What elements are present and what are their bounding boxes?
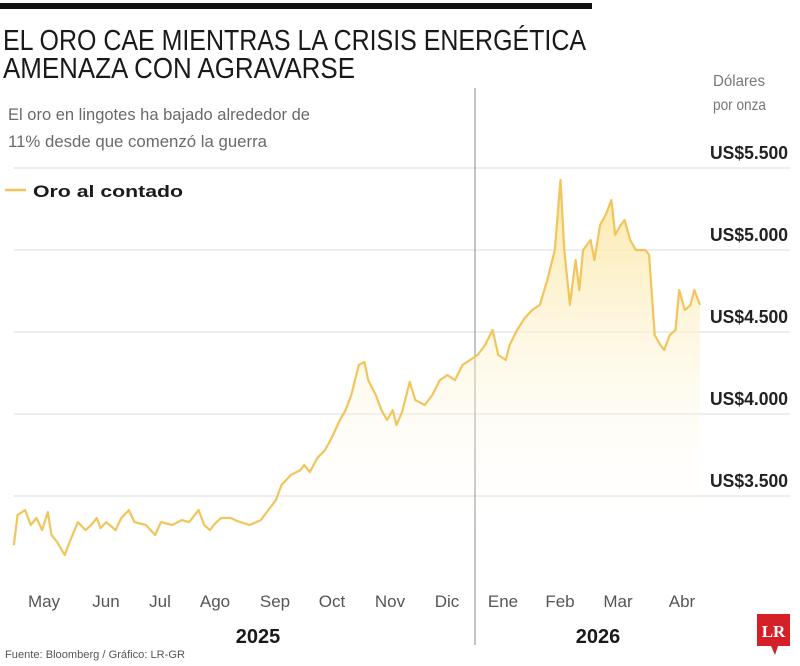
data-points — [13, 179, 701, 556]
x-tick-label: Ene — [488, 592, 518, 611]
x-tick-label: Ago — [200, 592, 230, 611]
x-tick-label: Dic — [435, 592, 460, 611]
year-label-2026: 2026 — [576, 626, 621, 648]
y-tick-label: US$5.500 — [710, 143, 788, 163]
x-tick-label: Mar — [603, 592, 633, 611]
legend: Oro al contado — [5, 182, 183, 201]
y-tick-label: US$3.500 — [710, 471, 788, 491]
y-tick-label: US$4.500 — [710, 307, 788, 327]
y-tick-label: US$4.000 — [710, 389, 788, 409]
lr-logo: LR — [757, 614, 790, 655]
x-tick-label: Jul — [149, 592, 171, 611]
source-note: Fuente: Bloomberg / Gráfico: LR-GR — [5, 649, 185, 661]
y-axis-labels: US$5.500 US$5.000 US$4.500 US$4.000 US$3.500 — [710, 143, 788, 491]
x-tick-label: Jun — [92, 592, 119, 611]
chart-title-line2: AMENAZA CON AGRAVARSE — [3, 53, 355, 85]
subtitle-line2: 11% desde que comenzó la guerra — [8, 132, 268, 151]
y-unit-line2: por onza — [713, 97, 766, 114]
x-axis-labels: May Jun Jul Ago Sep Oct Nov Dic Ene Feb Mar Abr — [28, 592, 696, 611]
year-label-2025: 2025 — [236, 626, 281, 648]
y-tick-label: US$5.000 — [710, 225, 788, 245]
x-tick-label: Abr — [669, 592, 696, 611]
subtitle-line1: El oro en lingotes ha bajado alrededor d… — [8, 105, 310, 124]
x-tick-label: Feb — [545, 592, 574, 611]
x-tick-label: May — [28, 592, 61, 611]
chart-title-line1: EL ORO CAE MIENTRAS LA CRISIS ENERGÉTICA — [3, 24, 587, 57]
legend-label: Oro al contado — [33, 182, 183, 201]
lr-logo-text: LR — [762, 622, 786, 641]
top-rule — [0, 3, 592, 9]
y-unit-line1: Dólares — [713, 73, 765, 90]
series-area-fill — [13, 180, 701, 575]
x-tick-label: Oct — [319, 592, 346, 611]
x-tick-label: Sep — [260, 592, 290, 611]
x-tick-label: Nov — [375, 592, 406, 611]
